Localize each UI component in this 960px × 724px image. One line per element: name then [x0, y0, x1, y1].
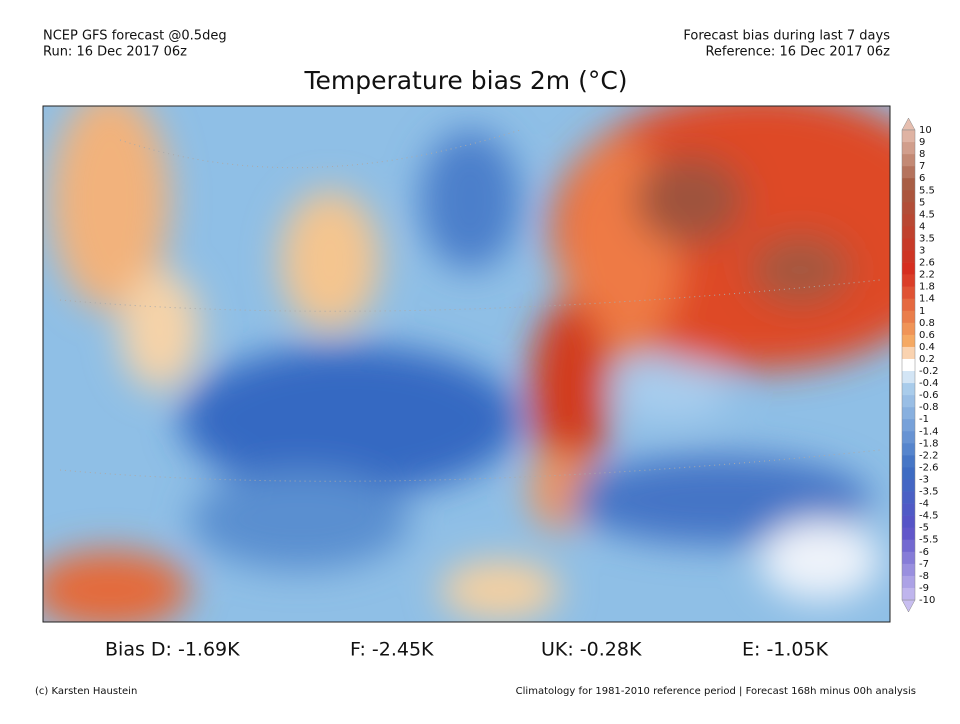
colorbar-label: -4.5: [919, 511, 939, 522]
colorbar-label: -5: [919, 523, 929, 534]
colorbar-segment: [902, 298, 915, 312]
colorbar-segment: [902, 407, 915, 420]
colorbar-label: -4: [919, 499, 929, 510]
colorbar-label: 7: [919, 161, 925, 172]
colorbar-label: 9: [919, 137, 925, 148]
header-right: Reference: 16 Dec 2017 06z: [705, 45, 890, 60]
bias-stat: E: -1.05K: [742, 639, 829, 661]
colorbar-label: 2.6: [919, 258, 935, 269]
colorbar-label: 0.4: [919, 342, 935, 353]
header-left: NCEP GFS forecast @0.5deg: [43, 29, 227, 44]
colorbar-label: 0.2: [919, 354, 935, 365]
colorbar-label: -3.5: [919, 487, 939, 498]
colorbar-frame: [901, 129, 916, 601]
colorbar-segment: [902, 274, 915, 287]
colorbar-label: 4: [919, 221, 925, 232]
colorbar-label: -3: [919, 474, 929, 485]
colorbar-segment: [902, 310, 915, 324]
colorbar-label: -0.8: [919, 402, 939, 413]
colorbar-label: 2.2: [919, 270, 935, 281]
colorbar-segment: [902, 587, 915, 601]
colorbar-label: -0.6: [919, 390, 939, 401]
colorbar-segment: [902, 238, 915, 251]
colorbar-segment: [902, 346, 915, 360]
colorbar-label: -9: [919, 583, 929, 594]
colorbar-segment: [902, 575, 915, 589]
footer-left: (c) Karsten Haustein: [35, 686, 137, 697]
colorbar-label: -6: [919, 547, 929, 558]
colorbar-label: 5: [919, 197, 925, 208]
colorbar-label: 10: [919, 125, 932, 136]
colorbar-segment: [902, 563, 915, 577]
colorbar-segment: [902, 467, 915, 480]
colorbar-segment: [902, 527, 915, 541]
bias-stat: F: -2.45K: [350, 639, 434, 661]
colorbar-segment: [902, 443, 915, 456]
colorbar-label: 3.5: [919, 233, 935, 244]
footer-right: Climatology for 1981-2010 reference peri…: [516, 686, 916, 697]
colorbar-label: -5.5: [919, 535, 939, 546]
map-frame: [42, 105, 891, 623]
colorbar-segment: [902, 142, 915, 155]
colorbar-segment: [902, 491, 915, 504]
colorbar-label: 3: [919, 246, 925, 257]
colorbar-segment: [902, 286, 915, 300]
colorbar-label: 8: [919, 149, 925, 160]
colorbar-segment: [902, 419, 915, 432]
colorbar-label: -10: [919, 595, 935, 606]
colorbar-segment: [902, 262, 915, 275]
map: [43, 106, 890, 622]
title: Temperature bias 2m (°C): [303, 66, 627, 95]
colorbar-arrow: [901, 599, 916, 613]
colorbar-segment: [902, 178, 915, 191]
colorbar-label: -1: [919, 414, 929, 425]
colorbar-segment: [902, 322, 915, 336]
colorbar-segment: [902, 130, 915, 143]
colorbar-arrow: [901, 117, 916, 131]
colorbar-segment: [902, 358, 915, 372]
colorbar-label: 0.8: [919, 318, 935, 329]
colorbar-label: -7: [919, 559, 929, 570]
bias-stat: UK: -0.28K: [541, 639, 642, 661]
colorbar-label: 1: [919, 306, 925, 317]
bias-stat: Bias D: -1.69K: [105, 639, 240, 661]
colorbar-segment: [902, 371, 915, 384]
colorbar-label: 6: [919, 173, 925, 184]
colorbar-segment: [902, 226, 915, 239]
colorbar-segment: [902, 334, 915, 348]
colorbar-label: 0.6: [919, 330, 935, 341]
colorbar-segment: [902, 166, 915, 179]
colorbar-segment: [902, 455, 915, 468]
colorbar-label: -1.4: [919, 426, 939, 437]
colorbar-segment: [902, 202, 915, 215]
colorbar-segment: [902, 383, 915, 396]
header-left: Run: 16 Dec 2017 06z: [43, 45, 187, 60]
colorbar-label: -2.6: [919, 462, 939, 473]
colorbar-segment: [902, 395, 915, 408]
colorbar-segment: [902, 190, 915, 203]
colorbar-segment: [902, 431, 915, 444]
colorbar-segment: [902, 479, 915, 492]
colorbar-segment: [902, 551, 915, 565]
colorbar-segment: [902, 154, 915, 167]
colorbar-label: -2.2: [919, 450, 939, 461]
colorbar-label: 5.5: [919, 185, 935, 196]
colorbar-label: -0.4: [919, 378, 939, 389]
colorbar-segment: [902, 515, 915, 528]
colorbar-label: -1.8: [919, 438, 939, 449]
colorbar-segment: [902, 214, 915, 227]
colorbar-label: 1.4: [919, 294, 935, 305]
colorbar-label: -0.2: [919, 366, 939, 377]
colorbar-segment: [902, 539, 915, 553]
colorbar-segment: [902, 503, 915, 516]
colorbar-label: 4.5: [919, 209, 935, 220]
header-right: Forecast bias during last 7 days: [683, 29, 890, 44]
colorbar-label: -8: [919, 571, 929, 582]
colorbar-label: 1.8: [919, 282, 935, 293]
colorbar-segment: [902, 250, 915, 263]
